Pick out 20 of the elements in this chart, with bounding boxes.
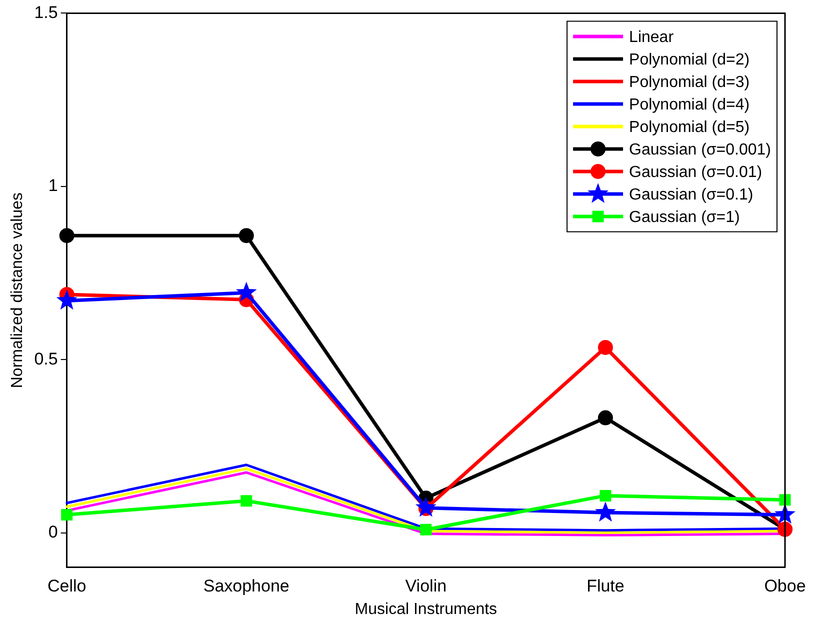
x-tick-label: Flute <box>586 576 624 596</box>
y-tick-label: 1.5 <box>34 2 58 22</box>
legend-label: Polynomial (d=5) <box>629 118 750 136</box>
x-tick-label: Oboe <box>764 576 806 596</box>
legend-label: Gaussian (σ=0.001) <box>629 141 771 158</box>
x-axis-title: Musical Instruments <box>354 600 498 618</box>
legend-label: Linear <box>629 28 674 46</box>
legend-label: Polynomial (d=3) <box>629 74 750 91</box>
x-tick-label: Violin <box>405 576 447 596</box>
y-axis-title: Normalized distance values <box>9 192 26 388</box>
x-tick-label: Saxophone <box>203 576 290 596</box>
legend-label: Polynomial (d=4) <box>629 96 750 114</box>
y-tick-label: 1 <box>48 176 58 196</box>
y-tick-label: 0.5 <box>34 349 58 368</box>
legend-label: Gaussian (σ=0.01) <box>629 164 762 181</box>
legend-label: Gaussian (σ=1) <box>629 208 740 226</box>
x-tick-label: Cello <box>47 576 86 596</box>
y-tick-label: 0 <box>48 522 58 542</box>
legend-label: Polynomial (d=2) <box>629 51 750 68</box>
legend-label: Gaussian (σ=0.1) <box>629 186 754 204</box>
